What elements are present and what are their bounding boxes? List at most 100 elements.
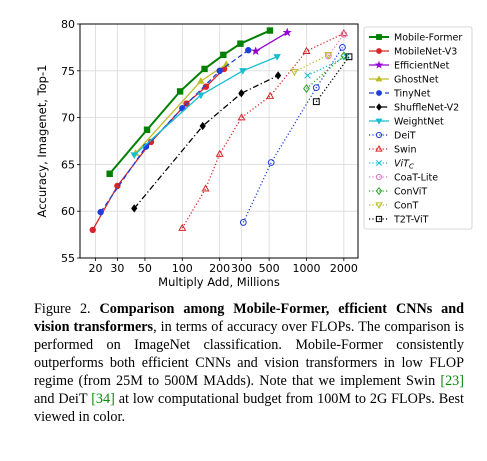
data-point-marker [375, 118, 383, 125]
legend-label: Swin [394, 145, 416, 156]
legend-entry: ConViT [369, 187, 427, 198]
series-group [290, 52, 333, 77]
series-line [255, 31, 288, 52]
data-point-marker [376, 90, 382, 96]
legend-entry: CoaT-Lite [369, 173, 438, 184]
accuracy-vs-madds-chart: 55 60 65 70 75 80 20 30 50 100 200 300 500 1000 2000 M… [35, 18, 473, 289]
data-point-marker [197, 77, 205, 84]
legend-entry: EfficientNet [369, 61, 450, 72]
x-tick-label: 2000 [330, 262, 358, 275]
data-point-marker [245, 47, 252, 54]
legend-label: DeiT [394, 131, 416, 142]
series-group [312, 53, 353, 106]
data-point-marker [312, 84, 320, 92]
x-tick-label: 300 [231, 262, 252, 275]
y-tick-label: 60 [61, 205, 75, 218]
series-group [130, 54, 281, 159]
legend-entry: ShuffleNet-V2 [369, 103, 459, 114]
legend-entry: GhostNet [369, 75, 439, 86]
series-line [315, 56, 350, 103]
data-point-marker [143, 126, 151, 133]
data-point-marker [237, 40, 244, 47]
legend-label: MobileNet-V3 [394, 47, 457, 58]
series-line [294, 54, 329, 73]
data-point-marker [345, 53, 353, 61]
legend-entry: Mobile-Former [369, 33, 462, 44]
data-point-marker [375, 202, 383, 210]
data-point-marker [216, 67, 223, 75]
legend-label: T2T-ViT [393, 215, 429, 226]
data-point-marker [376, 160, 382, 166]
data-point-marker [201, 184, 210, 192]
data-point-marker [375, 173, 383, 181]
data-point-marker [303, 84, 310, 94]
data-point-marker [339, 29, 348, 37]
data-point-marker [251, 46, 261, 56]
data-point-marker [239, 219, 247, 226]
x-tick-label: 100 [172, 262, 193, 275]
legend-entry: DeiT [369, 131, 416, 142]
series-group [106, 27, 274, 177]
ticks: 55 60 65 70 75 80 20 30 50 100 200 300 500 1000 2000 [61, 18, 358, 275]
data-point-marker [130, 152, 138, 159]
data-point-marker [199, 121, 206, 131]
data-point-marker [215, 149, 224, 157]
legend-entry: ConT [369, 201, 418, 212]
data-point-marker [238, 89, 245, 98]
series-line [100, 49, 249, 213]
caption-label: Figure 2. [34, 301, 91, 317]
series-line [306, 55, 345, 90]
x-axis-label: Multiply Add, Millions [158, 275, 280, 289]
legend-label: EfficientNet [394, 61, 450, 72]
data-point-marker [339, 44, 346, 51]
data-point-marker [312, 98, 320, 106]
caption-text-3: at low computational budget from 100M to… [34, 391, 464, 425]
data-point-marker [89, 226, 96, 234]
data-point-marker [376, 34, 382, 40]
data-point-marker [220, 51, 227, 59]
data-point-marker [290, 68, 299, 77]
series-group [178, 29, 348, 231]
data-point-marker [304, 72, 311, 79]
caption-bold-title: Comparison among Mobile-Former, efficien… [34, 301, 465, 335]
data-point-marker [324, 52, 333, 60]
x-tick-label: 1000 [292, 262, 320, 275]
data-point-marker [176, 88, 184, 95]
data-point-marker [374, 60, 384, 69]
data-point-marker [376, 103, 382, 111]
chart-figure: 55 60 65 70 75 80 20 30 50 100 200 300 500 1000 2000 M… [35, 18, 473, 289]
data-point-marker [375, 215, 383, 223]
legend-label: ConT [394, 201, 418, 212]
legend-entry: T2T-ViT [369, 215, 429, 226]
x-tick-label: 500 [259, 262, 280, 275]
data-point-marker [237, 113, 246, 121]
legend-entry: Swin [369, 145, 416, 156]
data-point-marker [282, 27, 292, 37]
legend-label: TinyNet [393, 89, 431, 100]
caption-text-1: , in terms of accuracy over FLOPs. The c… [34, 319, 464, 389]
plot-frame [79, 23, 359, 259]
legend-entry: MobileNet-V3 [369, 47, 457, 58]
data-point-marker [375, 186, 383, 196]
series-group [303, 51, 348, 94]
data-point-marker [106, 170, 113, 177]
data-point-marker [267, 159, 275, 166]
citation-link-23[interactable]: [23] [440, 373, 464, 389]
legend-label: ConViT [394, 187, 427, 198]
legend-entry: TinyNet [369, 89, 431, 100]
legend-label: GhostNet [394, 75, 439, 86]
legend-label: WeightNet [394, 117, 444, 128]
legend-label-subscript: C [409, 163, 414, 171]
data-point-marker [375, 131, 383, 139]
data-point-marker [266, 27, 274, 34]
data-point-marker [375, 75, 383, 82]
series-group [97, 47, 252, 216]
y-tick-label: 80 [61, 18, 75, 31]
citation-link-34[interactable]: [34] [91, 391, 115, 407]
series-line [133, 56, 278, 156]
data-point-marker [376, 48, 382, 54]
series-line [307, 56, 347, 77]
legend: Mobile-Former MobileNet-V3 EfficientNet Gho… [363, 26, 473, 230]
x-tick-label: 30 [110, 262, 124, 275]
y-tick-label: 65 [61, 158, 75, 171]
